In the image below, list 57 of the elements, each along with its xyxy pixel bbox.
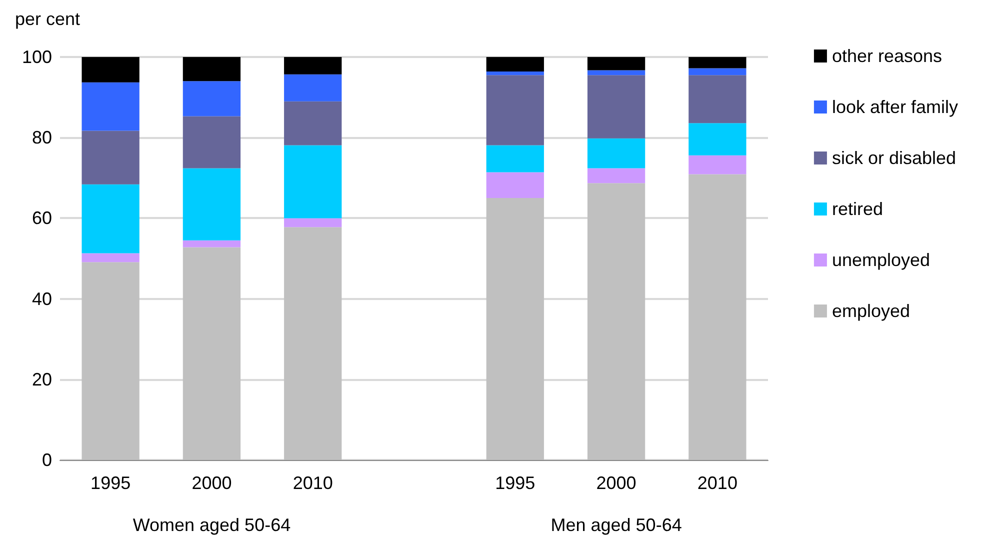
x-tick-label: 2000 — [192, 473, 232, 493]
bar — [587, 138, 646, 168]
bar — [182, 57, 241, 82]
legend-label: retired — [832, 199, 883, 219]
bar — [284, 227, 342, 460]
bar — [82, 253, 140, 262]
bar — [688, 57, 746, 68]
x-tick-label: 1995 — [495, 473, 536, 493]
bar — [284, 145, 342, 218]
legend-label: look after family — [832, 97, 958, 117]
bar — [284, 74, 342, 102]
bar — [688, 123, 746, 156]
legend-label: sick or disabled — [832, 148, 956, 168]
y-axis-title: per cent — [15, 9, 80, 29]
bar — [82, 57, 140, 82]
bar — [587, 75, 646, 138]
y-tick-label: 40 — [32, 288, 52, 309]
bar — [486, 72, 544, 76]
bar — [284, 57, 342, 74]
bar — [82, 130, 140, 184]
bar — [688, 174, 746, 460]
bar — [182, 116, 241, 168]
y-tick-label: 0 — [42, 450, 52, 470]
text: Men aged 50-64 — [550, 515, 682, 535]
bar — [587, 168, 646, 184]
x-tick-label: 1995 — [90, 473, 131, 493]
y-tick-label: 60 — [32, 208, 52, 228]
x-tick-label: 2000 — [596, 473, 636, 493]
bar — [486, 75, 544, 146]
bar — [688, 68, 746, 76]
bar — [688, 75, 746, 124]
bar — [486, 172, 544, 198]
bar — [82, 184, 140, 254]
bar — [182, 240, 241, 248]
bar — [284, 101, 342, 146]
bar — [486, 145, 544, 172]
legend-label: unemployed — [832, 250, 930, 270]
bar — [182, 247, 241, 460]
legend-label: employed — [832, 301, 910, 321]
bar — [587, 57, 646, 70]
bar — [82, 262, 140, 460]
x-tick-label: 2010 — [292, 473, 333, 493]
bar — [587, 70, 646, 76]
bar — [182, 168, 241, 240]
x-tick-label: 2010 — [697, 473, 738, 493]
bar — [486, 198, 544, 460]
text: Women aged 50-64 — [132, 515, 291, 535]
y-tick-label: 80 — [32, 128, 52, 148]
bar — [182, 81, 241, 116]
bar — [284, 218, 342, 228]
y-tick-label: 20 — [32, 369, 52, 390]
bar — [688, 155, 746, 174]
bar — [486, 57, 544, 72]
bar — [82, 82, 140, 131]
legend-label: other reasons — [832, 46, 942, 66]
y-tick-label: 100 — [22, 47, 52, 67]
bar — [587, 183, 646, 460]
